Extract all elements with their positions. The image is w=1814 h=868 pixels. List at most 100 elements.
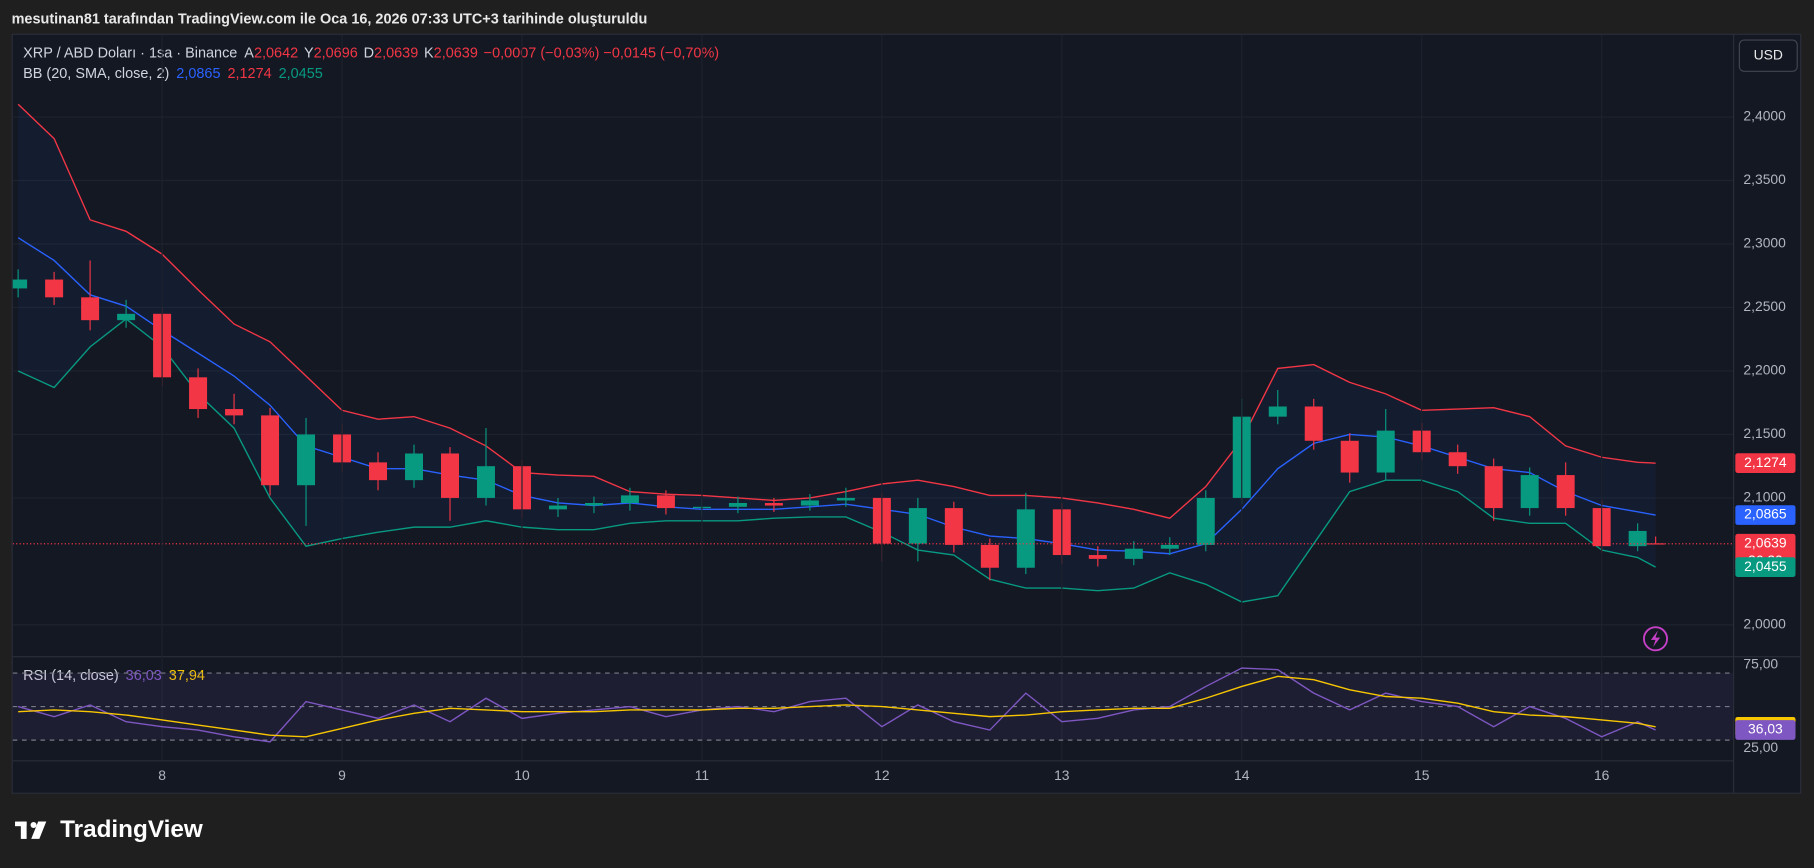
series-line: [17, 667, 1656, 743]
ohlc-key: K: [424, 45, 434, 61]
price-label-box: [1735, 720, 1796, 740]
candle-body: [836, 497, 855, 501]
candle-body: [1448, 452, 1467, 467]
candle-body: [548, 505, 567, 510]
x-tick-label: 10: [514, 767, 530, 783]
candle-body: [584, 503, 603, 506]
bb-name: BB (20, SMA, close, 2): [23, 66, 169, 82]
price-label: 2,0455: [1744, 558, 1787, 574]
x-tick-label: 14: [1234, 767, 1250, 783]
candle-body: [1646, 543, 1665, 545]
candle-body: [1268, 406, 1287, 417]
candle-body: [980, 544, 999, 568]
logo-mark: [15, 821, 47, 839]
y-tick-label: 2,3500: [1743, 171, 1786, 187]
candle-body: [800, 500, 819, 506]
bb-value: 2,1274: [227, 66, 271, 82]
candle-body: [728, 503, 747, 507]
candle-body: [405, 453, 424, 481]
alert-bolt: [1650, 630, 1661, 647]
rsi-value: 36,03: [126, 668, 162, 684]
ohlc-key: D: [364, 45, 374, 61]
candle-body: [1340, 440, 1359, 473]
x-tick-label: 16: [1594, 767, 1610, 783]
currency-button[interactable]: [1738, 39, 1798, 72]
candle-body: [117, 313, 136, 321]
currency-label: USD: [1754, 46, 1783, 62]
x-tick-label: 13: [1054, 767, 1070, 783]
candle-body: [1196, 497, 1215, 545]
legend-bb: BB (20, SMA, close, 2) 2,0865 2,1274 2,0455: [23, 66, 323, 82]
candle-body: [1088, 555, 1107, 559]
rsi-name: RSI (14, close): [23, 668, 119, 684]
candle-body: [45, 279, 64, 298]
symbol: XRP / ABD Doları · 1sa · Binance: [23, 45, 237, 61]
price-label: 36,03: [1748, 721, 1783, 737]
y-tick-label: 2,3000: [1743, 235, 1786, 251]
candle-body: [620, 495, 639, 504]
rsi-value: 37,94: [169, 668, 205, 684]
candle-body: [1484, 466, 1503, 509]
change: −0,0007 (−0,03%) −0,0145 (−0,70%): [484, 45, 719, 61]
candle-body: [189, 377, 208, 410]
y-tick-label: 2,1500: [1743, 425, 1786, 441]
chart-layer: XRP / ABD Doları · 1sa · Binance A2,0642 Y…: [12, 34, 1796, 783]
candle-body: [656, 495, 675, 509]
caption: mesutinan81 tarafından TradingView.com i…: [12, 12, 648, 28]
candle-body: [369, 462, 388, 481]
candle-body: [1556, 475, 1575, 509]
logo-part: [15, 821, 27, 827]
bb-value: 2,0865: [176, 66, 220, 82]
price-label-box: [1735, 557, 1796, 577]
ohlc-value: 2,0642: [254, 45, 298, 61]
ohlc-key: A: [244, 45, 254, 61]
series-line: [18, 675, 1656, 738]
x-tick-label: 8: [158, 767, 166, 783]
price-label-box: [1735, 505, 1796, 525]
candle-body: [297, 434, 316, 486]
price-label: 2,0639: [1744, 534, 1787, 550]
bb-value: 2,0455: [279, 66, 323, 82]
logo-part: [31, 821, 47, 839]
alert-icon[interactable]: [1643, 626, 1669, 652]
y-tick-label: 2,0000: [1743, 616, 1786, 632]
logo-part: [30, 822, 37, 829]
x-tick-label: 15: [1414, 767, 1430, 783]
x-tick-label: 11: [695, 767, 710, 783]
chart-panel: [11, 33, 1802, 794]
candle-body: [764, 503, 783, 506]
pane: [12, 103, 1734, 626]
ohlc-value: 2,0696: [314, 45, 358, 61]
logo-text: TradingView: [60, 816, 203, 843]
price-label: 2,0865: [1744, 506, 1787, 522]
candle-body: [440, 453, 459, 498]
ohlc-value: 2,0639: [374, 45, 418, 61]
ohlc-key: Y: [304, 45, 314, 61]
logo-part: [20, 821, 27, 839]
candle-body: [1628, 530, 1647, 547]
y-tick-label: 75,00: [1743, 655, 1778, 671]
legend-rsi: RSI (14, close) 36,03 37,94: [23, 668, 205, 684]
y-tick-label: 2,1000: [1743, 489, 1786, 505]
candle-body: [476, 466, 495, 498]
y-tick-label: 2,2500: [1743, 298, 1786, 314]
candle-body: [1520, 475, 1539, 509]
series-line: [17, 318, 1656, 603]
price-label-box: [1735, 453, 1796, 473]
pane: [12, 667, 1734, 743]
x-tick-label: 9: [338, 767, 346, 783]
y-tick-label: 2,2000: [1743, 362, 1786, 378]
legend-main: XRP / ABD Doları · 1sa · Binance A2,0642 Y…: [23, 45, 719, 61]
y-tick-label: 2,4000: [1743, 108, 1786, 124]
price-label: 2,1274: [1744, 454, 1787, 470]
candle-body: [225, 409, 244, 416]
candle-body: [944, 508, 963, 545]
candle-body: [908, 508, 927, 544]
candle-body: [81, 297, 100, 321]
y-tick-label: 25,00: [1743, 739, 1778, 755]
x-tick-label: 12: [874, 767, 890, 783]
candle-body: [12, 279, 28, 289]
candle-body: [1376, 430, 1395, 473]
